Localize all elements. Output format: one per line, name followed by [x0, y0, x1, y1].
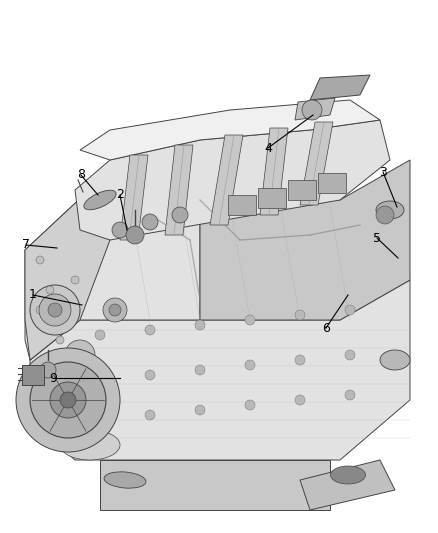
Polygon shape	[300, 122, 333, 205]
Ellipse shape	[60, 430, 120, 460]
Text: 7: 7	[22, 238, 30, 252]
Circle shape	[48, 303, 62, 317]
Circle shape	[40, 362, 56, 378]
Circle shape	[295, 395, 305, 405]
Circle shape	[36, 306, 44, 314]
Text: 2: 2	[116, 189, 124, 201]
Circle shape	[60, 392, 76, 408]
Circle shape	[302, 100, 322, 120]
Text: 8: 8	[77, 168, 85, 182]
Polygon shape	[200, 160, 410, 320]
Text: 5: 5	[373, 231, 381, 245]
Polygon shape	[120, 155, 148, 240]
Ellipse shape	[331, 466, 365, 484]
Polygon shape	[165, 145, 193, 235]
Circle shape	[345, 350, 355, 360]
Ellipse shape	[376, 201, 404, 219]
Polygon shape	[295, 98, 335, 120]
Circle shape	[30, 285, 80, 335]
Circle shape	[95, 330, 105, 340]
Circle shape	[46, 286, 54, 294]
Ellipse shape	[104, 472, 146, 488]
Polygon shape	[310, 75, 370, 100]
Bar	[22, 365, 44, 385]
Polygon shape	[80, 100, 380, 160]
Circle shape	[295, 355, 305, 365]
Circle shape	[56, 336, 64, 344]
Polygon shape	[30, 280, 410, 460]
Circle shape	[295, 310, 305, 320]
Circle shape	[245, 360, 255, 370]
Bar	[288, 180, 316, 200]
Bar	[228, 195, 256, 215]
Polygon shape	[300, 460, 395, 510]
Ellipse shape	[380, 350, 410, 370]
Circle shape	[36, 256, 44, 264]
Polygon shape	[260, 128, 288, 215]
Circle shape	[30, 362, 106, 438]
Text: 1: 1	[29, 288, 37, 302]
Circle shape	[172, 207, 188, 223]
Circle shape	[39, 294, 71, 326]
Circle shape	[50, 382, 86, 418]
Text: 6: 6	[322, 321, 330, 335]
Text: 4: 4	[264, 141, 272, 155]
Circle shape	[245, 315, 255, 325]
Circle shape	[245, 400, 255, 410]
Circle shape	[126, 226, 144, 244]
Circle shape	[345, 305, 355, 315]
Polygon shape	[210, 135, 243, 225]
Polygon shape	[25, 180, 110, 360]
Circle shape	[195, 365, 205, 375]
Circle shape	[95, 415, 105, 425]
Circle shape	[112, 222, 128, 238]
Bar	[258, 188, 286, 208]
Circle shape	[71, 276, 79, 284]
Text: 9: 9	[49, 372, 57, 384]
Circle shape	[145, 410, 155, 420]
Polygon shape	[25, 180, 200, 360]
Polygon shape	[100, 460, 330, 510]
Circle shape	[195, 405, 205, 415]
Circle shape	[345, 390, 355, 400]
Circle shape	[109, 304, 121, 316]
Text: 3: 3	[379, 166, 387, 179]
Circle shape	[65, 340, 95, 370]
Circle shape	[145, 370, 155, 380]
Circle shape	[145, 325, 155, 335]
Polygon shape	[75, 120, 390, 240]
Circle shape	[142, 214, 158, 230]
Circle shape	[16, 348, 120, 452]
Circle shape	[376, 206, 394, 224]
Ellipse shape	[84, 190, 116, 210]
Circle shape	[103, 298, 127, 322]
Circle shape	[195, 320, 205, 330]
Circle shape	[95, 375, 105, 385]
Bar	[318, 173, 346, 193]
